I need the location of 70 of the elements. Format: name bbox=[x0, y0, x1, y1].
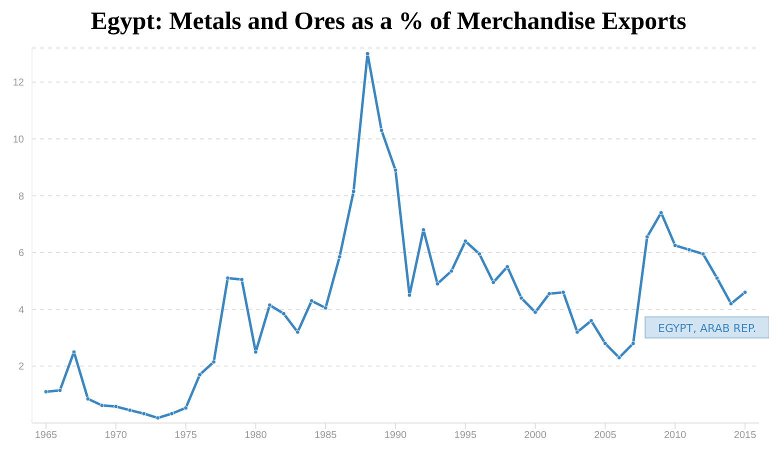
point bbox=[393, 168, 398, 172]
point bbox=[477, 252, 482, 256]
chart-title: Egypt: Metals and Ores as a % of Merchandise Exports bbox=[90, 8, 688, 37]
point bbox=[658, 210, 664, 216]
point bbox=[435, 282, 440, 286]
point bbox=[533, 310, 538, 314]
point bbox=[379, 128, 384, 133]
point bbox=[728, 301, 734, 306]
point bbox=[351, 189, 356, 194]
point bbox=[100, 403, 104, 408]
y-tick-label: 2 bbox=[18, 362, 24, 373]
point bbox=[561, 290, 566, 295]
point bbox=[156, 416, 160, 420]
point bbox=[253, 350, 258, 354]
point bbox=[114, 404, 118, 409]
point bbox=[686, 247, 692, 252]
y-tick-label: 4 bbox=[18, 304, 24, 316]
x-tick-label: 1985 bbox=[314, 430, 338, 442]
point bbox=[212, 360, 216, 364]
point bbox=[170, 411, 174, 416]
point bbox=[421, 228, 426, 232]
point bbox=[239, 277, 244, 282]
point bbox=[505, 264, 510, 269]
point bbox=[700, 252, 706, 256]
x-tick-label: 2015 bbox=[734, 430, 757, 442]
point bbox=[672, 243, 678, 248]
point bbox=[72, 350, 76, 354]
point bbox=[547, 291, 552, 296]
point bbox=[225, 276, 230, 280]
point bbox=[575, 330, 580, 334]
point bbox=[267, 302, 272, 308]
point bbox=[44, 390, 48, 394]
point bbox=[295, 330, 300, 334]
x-tick-label: 1970 bbox=[104, 430, 128, 442]
y-tick-label: 12 bbox=[12, 78, 24, 89]
point bbox=[184, 406, 188, 410]
series-label: EGYPT, ARAB REP. bbox=[658, 322, 756, 335]
point bbox=[463, 238, 468, 244]
x-tick-label: 1995 bbox=[454, 430, 477, 442]
point bbox=[630, 341, 636, 346]
point bbox=[337, 254, 342, 260]
point bbox=[491, 280, 496, 285]
x-tick-label: 2005 bbox=[594, 430, 617, 442]
point bbox=[449, 268, 454, 274]
x-tick-label: 1965 bbox=[34, 430, 58, 442]
point bbox=[742, 290, 748, 295]
point bbox=[309, 298, 314, 304]
x-tick-label: 1990 bbox=[384, 430, 408, 442]
point bbox=[519, 296, 524, 300]
x-tick-label: 2010 bbox=[664, 430, 687, 442]
point bbox=[58, 388, 62, 393]
point bbox=[588, 318, 594, 323]
y-tick-label: 6 bbox=[18, 248, 24, 260]
y-tick-label: 10 bbox=[12, 134, 24, 146]
point bbox=[644, 234, 650, 240]
point bbox=[602, 341, 608, 346]
point bbox=[323, 306, 328, 310]
point bbox=[407, 292, 412, 298]
point bbox=[365, 51, 370, 56]
y-tick-label: 8 bbox=[18, 191, 24, 202]
point bbox=[86, 396, 90, 402]
point bbox=[616, 355, 622, 360]
x-tick-label: 1975 bbox=[174, 430, 198, 442]
point bbox=[142, 411, 146, 416]
point bbox=[198, 372, 202, 377]
point bbox=[281, 311, 286, 316]
x-tick-label: 2000 bbox=[524, 430, 547, 442]
point bbox=[714, 276, 720, 280]
x-tick-label: 1980 bbox=[244, 430, 268, 442]
point bbox=[128, 408, 132, 412]
